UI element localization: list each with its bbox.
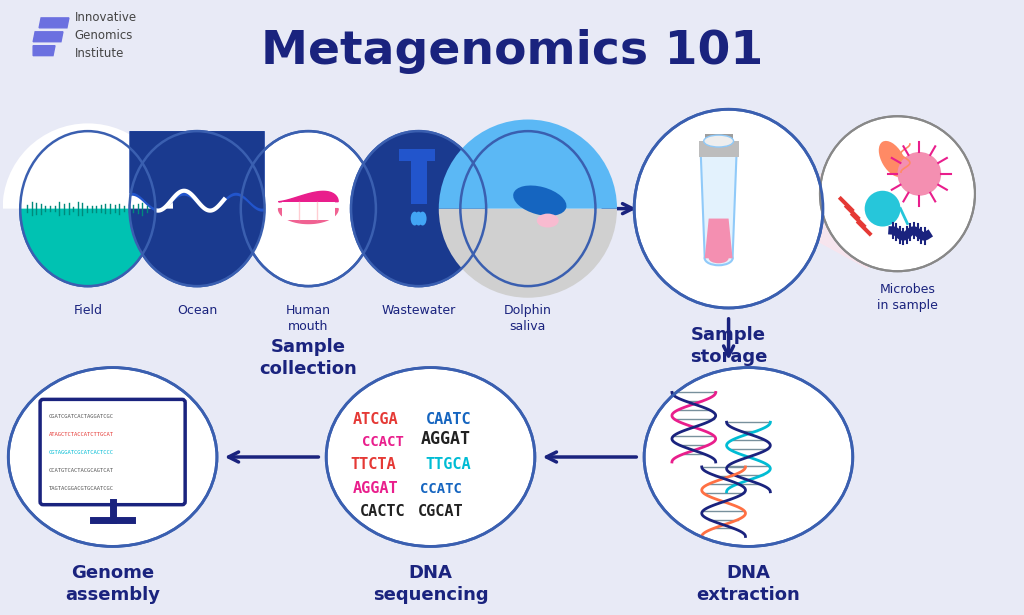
Text: AGGAT: AGGAT <box>421 430 470 448</box>
Ellipse shape <box>644 368 853 546</box>
Polygon shape <box>759 149 867 268</box>
Wedge shape <box>438 208 617 298</box>
Polygon shape <box>279 208 338 223</box>
FancyBboxPatch shape <box>40 399 185 505</box>
Text: Metagenomics 101: Metagenomics 101 <box>261 29 763 74</box>
Ellipse shape <box>8 368 217 546</box>
Text: TAGTACGGACGTGCAATCGC: TAGTACGGACGTGCAATCGC <box>49 486 114 491</box>
Text: CGTAGGATCGCATCACTCCC: CGTAGGATCGCATCACTCCC <box>49 450 114 455</box>
Ellipse shape <box>634 109 823 308</box>
Text: TTCTA: TTCTA <box>350 458 395 472</box>
Ellipse shape <box>705 252 732 265</box>
Polygon shape <box>700 154 736 258</box>
Text: Dolphin
saliva: Dolphin saliva <box>504 304 552 333</box>
Text: Field: Field <box>74 304 102 317</box>
Text: CGCAT: CGCAT <box>418 504 463 519</box>
Text: AGGAT: AGGAT <box>353 482 398 496</box>
Ellipse shape <box>461 131 595 286</box>
Text: Genome
assembly: Genome assembly <box>66 565 160 605</box>
Ellipse shape <box>703 135 733 147</box>
Wedge shape <box>2 124 173 208</box>
Bar <box>856 220 872 237</box>
Circle shape <box>897 152 941 196</box>
Text: Sample
collection: Sample collection <box>259 338 357 378</box>
Ellipse shape <box>513 186 566 216</box>
Text: Human
mouth: Human mouth <box>286 304 331 333</box>
Text: Ocean: Ocean <box>177 304 217 317</box>
Text: CACTC: CACTC <box>360 504 406 519</box>
Ellipse shape <box>129 131 264 286</box>
Text: CCACT: CCACT <box>361 435 403 449</box>
Text: DNA
extraction: DNA extraction <box>696 565 801 605</box>
Bar <box>838 196 855 213</box>
Text: DNA
sequencing: DNA sequencing <box>373 565 488 605</box>
Circle shape <box>864 191 900 226</box>
Ellipse shape <box>879 141 906 177</box>
Polygon shape <box>279 191 338 202</box>
Ellipse shape <box>351 131 486 286</box>
Polygon shape <box>33 46 55 55</box>
Bar <box>698 141 738 157</box>
Ellipse shape <box>351 131 486 286</box>
Ellipse shape <box>419 212 427 226</box>
Ellipse shape <box>20 131 156 286</box>
Ellipse shape <box>129 131 264 286</box>
Bar <box>282 202 335 220</box>
Bar <box>844 204 861 221</box>
Text: Microbes
in sample: Microbes in sample <box>877 283 938 312</box>
Text: CCATGTCACTACGCAGTCAT: CCATGTCACTACGCAGTCAT <box>49 468 114 473</box>
Bar <box>411 154 427 204</box>
Polygon shape <box>705 218 732 258</box>
Ellipse shape <box>327 368 535 546</box>
Ellipse shape <box>20 131 156 286</box>
Text: CCATC: CCATC <box>420 482 462 496</box>
Wedge shape <box>438 119 617 208</box>
Ellipse shape <box>820 116 975 271</box>
Ellipse shape <box>411 212 419 226</box>
Text: Innovative
Genomics
Institute: Innovative Genomics Institute <box>75 11 137 60</box>
Text: CGATCGATCACTAGGATCGC: CGATCGATCACTAGGATCGC <box>49 415 114 419</box>
Polygon shape <box>33 32 62 42</box>
Text: TTGCA: TTGCA <box>426 458 471 472</box>
Ellipse shape <box>709 253 729 263</box>
Text: ATAGCTCTACCATCTTGCAT: ATAGCTCTACCATCTTGCAT <box>49 432 114 437</box>
Ellipse shape <box>415 212 423 226</box>
Bar <box>850 212 866 229</box>
Text: ATCGA: ATCGA <box>353 412 398 427</box>
Text: Sample
storage: Sample storage <box>690 326 767 366</box>
Polygon shape <box>39 18 69 28</box>
Bar <box>705 134 732 144</box>
Ellipse shape <box>241 131 376 286</box>
Ellipse shape <box>537 213 559 228</box>
Text: CAATC: CAATC <box>426 412 471 427</box>
Text: Wastewater: Wastewater <box>382 304 456 317</box>
Bar <box>398 149 434 161</box>
